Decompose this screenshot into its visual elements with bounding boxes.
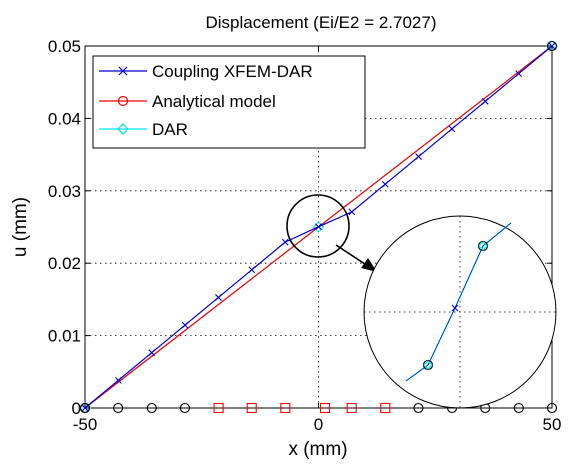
y-axis-label: u (mm) <box>10 197 31 257</box>
data-point-x <box>448 125 456 133</box>
inset-diamond-marker <box>423 360 433 370</box>
data-point-x <box>215 294 222 301</box>
y-tick-label: 0.03 <box>48 182 81 201</box>
y-tick-label: 0.05 <box>48 37 81 56</box>
x-tick-label: -50 <box>73 415 98 434</box>
bottom-circle-marker <box>179 402 190 414</box>
legend-marker-dar <box>117 123 129 135</box>
axis-ticks: 00.010.020.030.040.05-50 0 50 <box>48 37 562 434</box>
data-point-x <box>181 321 189 329</box>
y-tick-label: 0.01 <box>48 327 81 346</box>
y-tick-label: 0 <box>72 399 81 418</box>
bottom-circle-marker <box>113 402 124 414</box>
data-point-x <box>548 42 556 50</box>
bottom-circle-marker <box>513 402 524 414</box>
x-tick-label: 0 <box>314 415 323 434</box>
x-axis-label: x (mm) <box>288 439 347 460</box>
legend-label-analytical: Analytical model <box>152 92 276 111</box>
bottom-circle-marker <box>413 402 424 414</box>
legend-marker-analytical <box>117 95 129 107</box>
data-point-x <box>415 153 422 160</box>
zoom-arrow-line <box>335 244 369 267</box>
bottom-circle-marker <box>546 402 558 414</box>
zoom-inset <box>364 216 556 408</box>
bottom-square-marker <box>319 402 331 414</box>
zoom-source-circle <box>286 194 350 258</box>
data-point-x <box>81 404 89 412</box>
bottom-square-marker <box>380 402 391 414</box>
data-point-x <box>381 180 389 188</box>
bottom-square-marker <box>213 402 224 414</box>
series-layer <box>79 40 558 414</box>
data-point-x <box>315 223 322 231</box>
data-point-circle <box>546 40 558 52</box>
data-point-x <box>515 70 523 78</box>
data-point-x <box>481 97 489 105</box>
bottom-square-marker <box>280 402 291 414</box>
bottom-square-marker <box>346 402 357 414</box>
zoom-arrow-head <box>361 258 377 272</box>
legend-marker-coupling <box>118 66 128 76</box>
data-point-x <box>248 266 256 274</box>
bottom-circle-marker <box>146 402 157 414</box>
bottom-circle-marker <box>79 402 91 414</box>
inset-x-marker <box>451 304 459 312</box>
y-tick-label: 0.04 <box>48 109 81 128</box>
legend-label-dar: DAR <box>152 120 188 139</box>
inset-diamond-marker <box>478 241 488 251</box>
legend-label-coupling: Coupling XFEM-DAR <box>152 62 313 81</box>
y-tick-label: 0.02 <box>48 254 81 273</box>
x-tick-label: 50 <box>543 415 562 434</box>
data-point-x <box>348 208 356 216</box>
data-point-x <box>281 238 289 246</box>
data-point-x <box>148 349 156 357</box>
data-point-x <box>114 376 122 384</box>
bottom-square-marker <box>246 402 257 414</box>
chart-title: Displacement (Ei/E2 = 2.7027) <box>205 13 436 32</box>
legend: Coupling XFEM-DAR Analytical model DAR <box>92 55 366 149</box>
